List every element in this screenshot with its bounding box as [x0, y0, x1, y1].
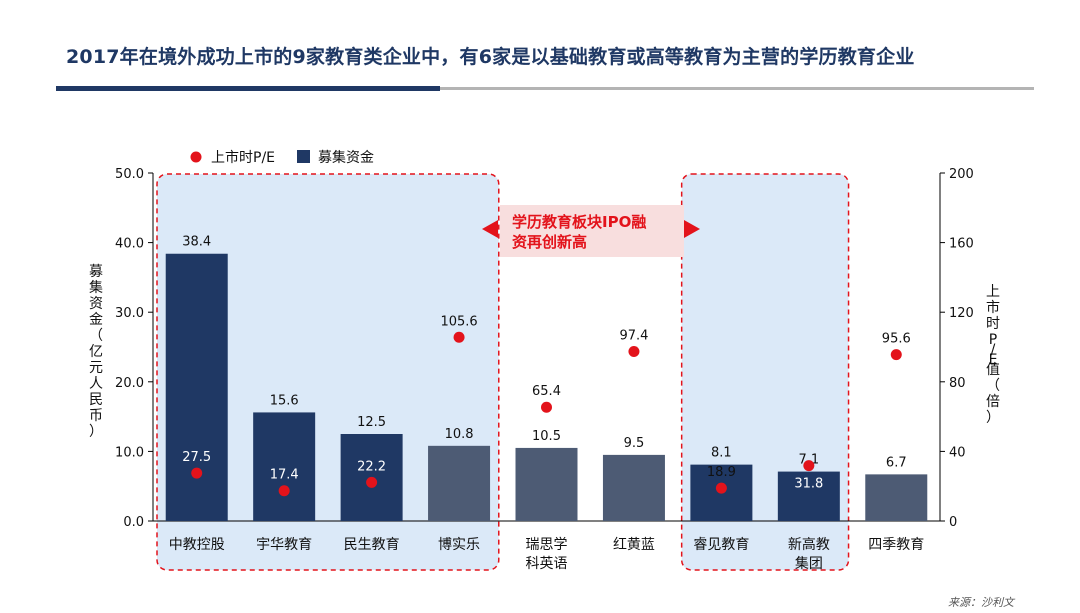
pe-value-label: 97.4: [619, 329, 648, 344]
bar-value-label: 10.8: [445, 427, 474, 442]
y2-tick-label: 160: [949, 237, 974, 252]
legend-pe-label: 上市时P/E: [211, 149, 275, 166]
y-tick-label: 50.0: [115, 167, 144, 182]
category-label: 瑞思学科英语: [526, 537, 568, 572]
y2-axis-title: 上市时 P / E 值（倍）: [986, 284, 1000, 426]
category-label: 睿见教育: [693, 537, 749, 553]
bar-value-label: 15.6: [270, 393, 299, 408]
category-label: 宇华教育: [256, 537, 312, 553]
bar: [428, 445, 491, 521]
y2-tick-label: 200: [949, 167, 974, 182]
y-tick-label: 10.0: [115, 445, 144, 460]
bar-value-label: 12.5: [357, 415, 386, 430]
category-label: 中教控股: [169, 537, 225, 553]
y2-tick-label: 120: [949, 306, 974, 321]
title-divider-light: [440, 87, 1034, 90]
category-label: 红黄蓝: [613, 536, 655, 553]
source-note: 来源：沙利文: [948, 596, 1014, 609]
pe-value-label: 65.4: [532, 384, 561, 399]
pe-point: [541, 401, 552, 413]
pe-point: [453, 331, 465, 343]
pe-point: [715, 482, 727, 494]
bar-value-label: 6.7: [886, 455, 907, 470]
y-tick-label: 0.0: [123, 515, 144, 530]
highlight-region-1: [156, 173, 500, 571]
annotation-box: [500, 205, 684, 257]
bar: [253, 412, 316, 521]
pe-point: [803, 460, 815, 472]
bar-value-label: 8.1: [711, 446, 732, 461]
annotation-text: 学历教育板块IPO融资再创新高: [512, 213, 646, 251]
legend-pe-marker: [190, 151, 202, 163]
pe-point: [366, 476, 378, 488]
legend-funding-label: 募集资金: [318, 149, 374, 166]
pe-point: [278, 485, 290, 497]
y2-tick-label: 0: [949, 515, 957, 530]
annotation-arrow-left: [482, 220, 498, 238]
y-tick-label: 40.0: [115, 237, 144, 252]
pe-value-label: 31.8: [794, 477, 823, 492]
category-label: 博实乐: [438, 536, 480, 553]
annotation-arrow-right: [684, 220, 700, 238]
pe-value-label: 27.5: [182, 450, 211, 465]
bar: [777, 471, 840, 521]
y2-tick-label: 40: [949, 445, 966, 460]
pe-point: [628, 346, 640, 358]
pe-point: [890, 349, 902, 361]
y2-tick-label: 80: [949, 376, 966, 391]
category-label: 新高教集团: [788, 536, 830, 572]
page-title: 2017年在境外成功上市的9家教育类企业中，有6家是以基础教育或高等教育为主营的…: [66, 46, 915, 68]
category-label: 四季教育: [868, 537, 924, 553]
pe-value-label: 18.9: [707, 465, 736, 480]
y-tick-label: 30.0: [115, 306, 144, 321]
y-tick-label: 20.0: [115, 376, 144, 391]
category-label: 民生教育: [344, 537, 400, 553]
pe-point: [191, 467, 203, 479]
pe-value-label: 105.6: [440, 314, 477, 329]
title-divider-dark: [56, 86, 440, 91]
bar: [165, 253, 228, 521]
pe-value-label: 22.2: [357, 459, 386, 474]
bar: [602, 454, 665, 521]
bar-value-label: 38.4: [182, 235, 211, 250]
pe-value-label: 95.6: [882, 332, 911, 347]
bar: [515, 447, 578, 521]
bar-value-label: 10.5: [532, 429, 561, 444]
pe-value-label: 17.4: [270, 468, 299, 483]
bar: [865, 474, 928, 521]
y-axis-title: 募集资金（亿元人民币）: [89, 264, 103, 440]
bar-value-label: 9.5: [624, 436, 645, 451]
legend-funding-marker: [297, 150, 310, 163]
